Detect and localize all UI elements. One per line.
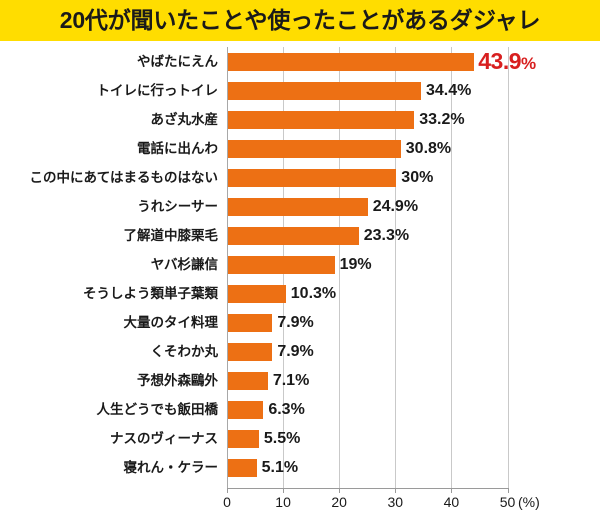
bar-category-label: トイレに行っトイレ: [96, 82, 219, 98]
bar-row: 大量のタイ料理 7.9%: [0, 308, 600, 337]
bar: [228, 81, 421, 100]
bar-value-label: 7.9%: [277, 313, 314, 331]
bar-row: ヤバ杉謙信 19%: [0, 250, 600, 279]
bar-row: 予想外森鷗外 7.1%: [0, 366, 600, 395]
bar: [228, 429, 259, 448]
bar-row: この中にあてはまるものはない 30%: [0, 163, 600, 192]
plot-area: やばたにえん 43.9% トイレに行っトイレ 34.4% あざ丸水産 33.2% 電話に出ん…: [0, 47, 600, 488]
bar-value-label: 33.2%: [419, 110, 465, 128]
bar: [228, 52, 475, 71]
x-tick-mark-30: [395, 488, 397, 493]
x-tick-mark-20: [339, 488, 341, 493]
bar-category-label: 大量のタイ料理: [123, 314, 219, 330]
bar-value-label: 10.3%: [290, 284, 337, 302]
x-tick-mark-50: [507, 488, 509, 493]
bar: [228, 458, 257, 477]
bar: [228, 313, 273, 332]
bar: [228, 255, 335, 274]
bar-category-label: うれシーサー: [137, 198, 218, 214]
bar: [228, 168, 397, 187]
bar-with-value: 30%: [228, 168, 434, 187]
bar-with-value: 23.3%: [228, 226, 410, 245]
x-tick-label-40: 40: [443, 494, 460, 510]
bar-with-value: 24.9%: [228, 197, 419, 216]
bar-value-label: 5.1%: [261, 458, 299, 476]
bar-row: あざ丸水産 33.2%: [0, 105, 600, 134]
bar-category-label: 人生どうでも飯田橋: [96, 401, 219, 417]
x-tick-mark-40: [451, 488, 453, 493]
bar-category-label: あざ丸水産: [150, 111, 219, 127]
x-tick-label-50: 50: [499, 494, 516, 510]
x-axis: 0 10 20 30 40 50 (%): [0, 488, 600, 514]
bar-category-label: ヤバ杉謙信: [150, 256, 218, 272]
bar-value-label: 19%: [339, 255, 372, 273]
bar-value-label: 23.3%: [363, 226, 410, 244]
bar-category-label: 電話に出んわ: [137, 140, 218, 156]
x-axis-unit-label: (%): [518, 494, 540, 510]
bar-with-value: 19%: [228, 255, 372, 274]
bar-category-label: この中にあてはまるものはない: [29, 169, 218, 185]
bar-category-label: くそわか丸: [150, 343, 219, 359]
bar: [228, 139, 401, 158]
bar: [228, 110, 415, 129]
x-tick-mark-10: [283, 488, 285, 493]
bar-row: 電話に出んわ 30.8%: [0, 134, 600, 163]
bar-category-label: 了解道中膝栗毛: [123, 227, 219, 243]
bar-category-label: 予想外森鷗外: [137, 372, 218, 388]
bar-category-label: やばたにえん: [137, 53, 218, 69]
bar-with-value: 34.4%: [228, 81, 472, 100]
bar-value-label: 7.9%: [277, 342, 314, 360]
x-tick-label-30: 30: [387, 494, 404, 510]
bar-with-value: 30.8%: [228, 139, 452, 158]
bar: [228, 342, 273, 361]
x-tick-mark-0: [227, 488, 228, 493]
bar: [228, 284, 286, 303]
bar-row: 了解道中膝栗毛 23.3%: [0, 221, 600, 250]
bar-with-value: 7.9%: [228, 313, 314, 332]
bar-category-label: 寝れん・ケラー: [123, 459, 219, 475]
x-tick-label-10: 10: [275, 494, 291, 510]
bar-category-label: そうしよう類単子葉類: [83, 285, 218, 301]
bar-row: 寝れん・ケラー 5.1%: [0, 453, 600, 482]
x-tick-label-0: 0: [223, 494, 231, 510]
bar-row: やばたにえん 43.9%: [0, 47, 600, 76]
bar-value-label: 43.9%: [478, 48, 536, 74]
bar-value-label: 34.4%: [425, 81, 472, 99]
bar-value-label: 30.8%: [405, 139, 452, 157]
bar-value-label: 30%: [401, 168, 434, 186]
bar-row: くそわか丸 7.9%: [0, 337, 600, 366]
title-banner: 20代が聞いたことや使ったことがあるダジャレ: [0, 0, 600, 41]
bar-category-label: ナスのヴィーナス: [110, 430, 218, 446]
bar-chart: やばたにえん 43.9% トイレに行っトイレ 34.4% あざ丸水産 33.2% 電話に出ん…: [0, 41, 600, 514]
bar-row: うれシーサー 24.9%: [0, 192, 600, 221]
bar-with-value: 5.5%: [228, 429, 301, 448]
bar-with-value: 43.9%: [228, 50, 536, 73]
bar-value-label: 24.9%: [372, 197, 419, 215]
bar: [228, 197, 368, 216]
bar-with-value: 33.2%: [228, 110, 465, 129]
bar-row: 人生どうでも飯田橋 6.3%: [0, 395, 600, 424]
page-title: 20代が聞いたことや使ったことがあるダジャレ: [59, 6, 541, 33]
bar-with-value: 10.3%: [228, 284, 337, 303]
bar: [228, 371, 268, 390]
bar-value-label: 7.1%: [272, 371, 310, 389]
x-axis-line: [227, 488, 508, 489]
bar-row: ナスのヴィーナス 5.5%: [0, 424, 600, 453]
bar-row: トイレに行っトイレ 34.4%: [0, 76, 600, 105]
bar-rows: やばたにえん 43.9% トイレに行っトイレ 34.4% あざ丸水産 33.2% 電話に出ん…: [0, 47, 600, 482]
bar-with-value: 7.9%: [228, 342, 314, 361]
bar-with-value: 5.1%: [228, 458, 299, 477]
bar-value-label: 5.5%: [263, 429, 301, 447]
x-tick-label-20: 20: [331, 494, 347, 510]
bar-with-value: 7.1%: [228, 371, 310, 390]
bar-with-value: 6.3%: [228, 400, 305, 419]
bar: [228, 226, 359, 245]
bar-row: そうしよう類単子葉類 10.3%: [0, 279, 600, 308]
bar-value-label: 6.3%: [268, 400, 305, 418]
bar: [228, 400, 264, 419]
